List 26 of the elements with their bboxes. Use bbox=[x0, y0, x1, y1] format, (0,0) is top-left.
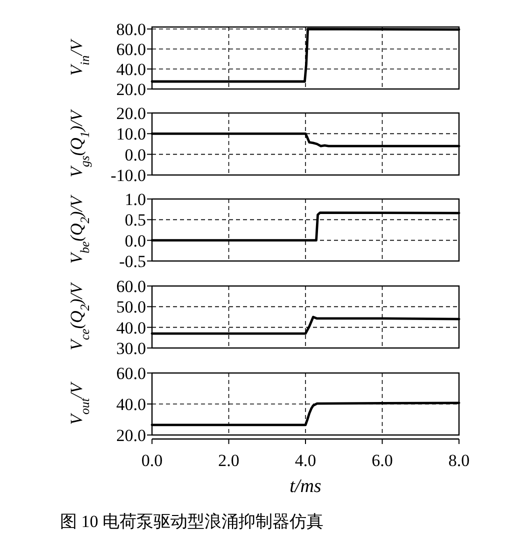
x-tick-label: 0.0 bbox=[141, 451, 163, 470]
y-tick-label: 60.0 bbox=[116, 40, 146, 59]
y-tick-label: 20.0 bbox=[116, 426, 146, 445]
y-tick-label: 20.0 bbox=[116, 104, 146, 123]
x-tick-label: 6.0 bbox=[372, 451, 393, 470]
y-tick-label: 40.0 bbox=[116, 60, 146, 79]
x-tick-label: 4.0 bbox=[294, 451, 316, 470]
y-tick-label: -0.5 bbox=[119, 252, 146, 271]
y-tick-label: 0.0 bbox=[124, 231, 146, 250]
x-tick-label: 8.0 bbox=[448, 451, 470, 470]
y-tick-label: 40.0 bbox=[116, 318, 146, 338]
y-tick-label: 40.0 bbox=[116, 395, 146, 414]
y-tick-label: 50.0 bbox=[116, 298, 146, 317]
y-tick-label: 20.0 bbox=[116, 80, 146, 99]
x-tick-label: 2.0 bbox=[218, 451, 240, 470]
y-tick-label: 10.0 bbox=[116, 124, 146, 144]
y-tick-label: 30.0 bbox=[116, 339, 146, 358]
y-tick-label: 60.0 bbox=[116, 277, 146, 296]
y-tick-label: 0.5 bbox=[124, 210, 146, 230]
y-tick-label: 80.0 bbox=[116, 20, 146, 39]
x-axis-title: t/ms bbox=[290, 476, 322, 497]
y-tick-label: 1.0 bbox=[124, 190, 146, 209]
y-tick-label: 60.0 bbox=[116, 364, 146, 383]
y-tick-label: 0.0 bbox=[124, 145, 146, 164]
caption: 图 10 电荷泵驱动型浪涌抑制器仿真 bbox=[60, 512, 324, 531]
y-tick-label: -10.0 bbox=[110, 166, 146, 185]
